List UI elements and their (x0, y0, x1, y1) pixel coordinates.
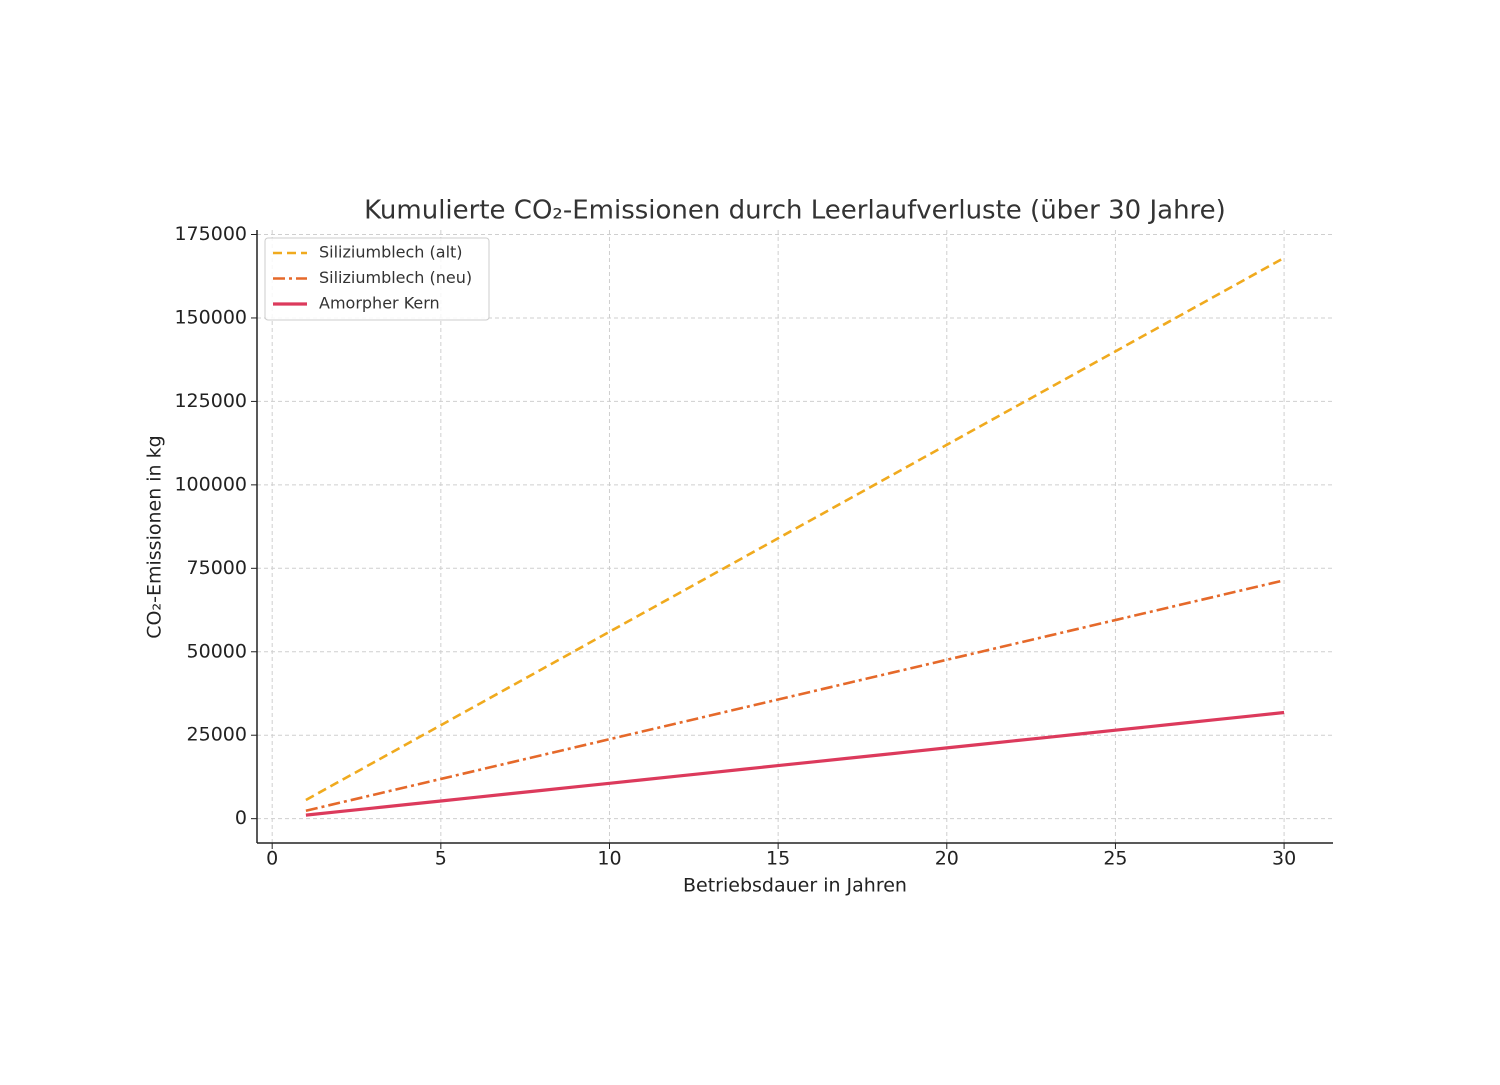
legend-box (264, 237, 490, 321)
y-tick-label: 25000 (187, 724, 247, 746)
y-tick-label: 150000 (174, 306, 247, 328)
y-tick-label: 125000 (174, 390, 247, 412)
y-tick-label: 175000 (174, 223, 247, 245)
y-tick-label: 100000 (174, 473, 247, 495)
line-series (305, 256, 1285, 802)
y-tick-label: 0 (235, 807, 247, 829)
x-tick-label: 20 (935, 848, 959, 870)
y-tick-label: 75000 (187, 557, 247, 579)
line-series (305, 710, 1285, 817)
x-tick-label: 0 (266, 848, 278, 870)
legend-label: Siliziumblech (alt) (319, 243, 463, 262)
line-series (305, 579, 1285, 812)
y-axis-label: CO₂-Emissionen in kg (144, 435, 166, 638)
legend-label: Siliziumblech (neu) (319, 268, 472, 287)
x-tick-label: 15 (766, 848, 790, 870)
x-axis-label: Betriebsdauer in Jahren (683, 875, 907, 897)
x-tick-label: 25 (1103, 848, 1127, 870)
chart-title: Kumulierte CO₂-Emissionen durch Leerlauf… (364, 196, 1226, 226)
legend-label: Amorpher Kern (319, 294, 440, 313)
x-tick-label: 5 (435, 848, 447, 870)
x-tick-label: 10 (597, 848, 621, 870)
y-tick-label: 50000 (187, 640, 247, 662)
x-tick-label: 30 (1272, 848, 1296, 870)
